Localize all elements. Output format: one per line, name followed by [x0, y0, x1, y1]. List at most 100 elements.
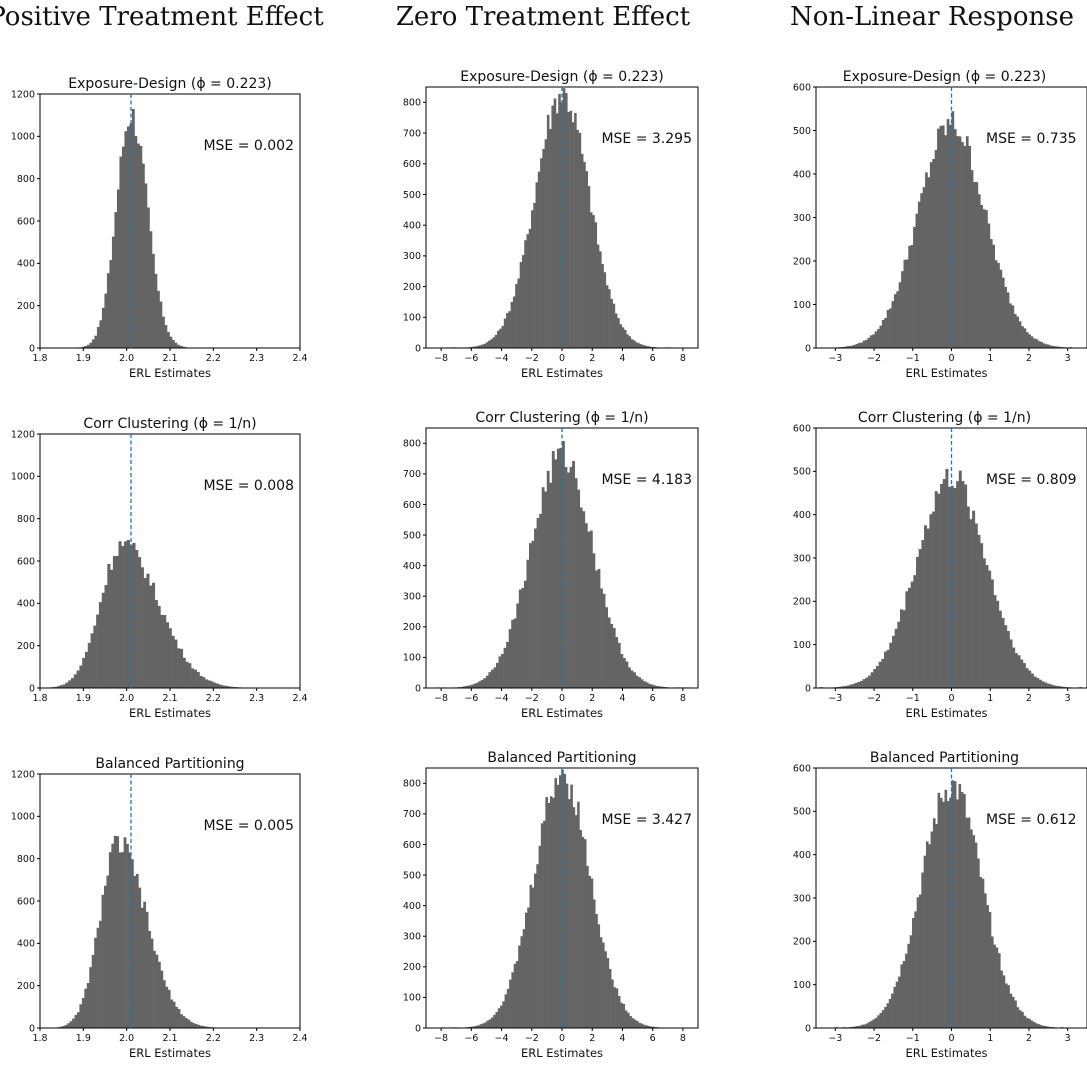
y-tick-label: 400 — [403, 220, 421, 231]
histogram-bar — [185, 1018, 188, 1028]
histogram-bar — [508, 629, 512, 688]
histogram-bar — [96, 327, 100, 348]
histogram-bar — [1022, 663, 1026, 688]
histogram-bar — [996, 600, 1000, 688]
histogram-bar — [984, 893, 987, 1028]
histogram-bar — [54, 686, 58, 688]
histogram-bar — [493, 1014, 496, 1028]
histogram-bar — [518, 945, 521, 1028]
histogram-bar — [1030, 336, 1034, 348]
x-tick-label: 2.0 — [119, 693, 134, 704]
histogram-bar — [177, 344, 180, 348]
histogram-bar — [111, 843, 115, 1028]
histogram-bar — [932, 511, 936, 688]
histogram-bar — [856, 1026, 859, 1028]
histogram-bar — [185, 661, 189, 688]
y-tick-label: 0 — [29, 683, 35, 694]
histogram-bar — [1035, 1023, 1038, 1028]
histogram-bar — [492, 337, 496, 348]
y-tick-label: 200 — [403, 282, 421, 293]
histogram-bar — [630, 670, 634, 688]
histogram-bar — [565, 92, 568, 349]
histogram-bar — [574, 478, 578, 688]
histogram-bar — [615, 637, 619, 688]
histogram-bar — [599, 937, 603, 1028]
y-tick-label: 200 — [403, 962, 421, 973]
histogram-bar — [81, 997, 85, 1028]
histogram-bar — [929, 514, 933, 688]
histogram-bar — [894, 628, 898, 688]
histogram-bar — [475, 682, 479, 688]
x-axis-label: ERL Estimates — [521, 1046, 603, 1060]
histogram-bar — [642, 345, 645, 348]
histogram-bar — [995, 947, 999, 1028]
histogram-bar — [963, 794, 966, 1028]
histogram-bar — [516, 603, 520, 688]
histogram-bar — [76, 1012, 80, 1028]
histogram-bar — [174, 342, 178, 348]
histogram-bar — [998, 610, 1002, 688]
mse-annotation: MSE = 0.008 — [203, 478, 294, 494]
histogram-bar — [1049, 684, 1053, 688]
histogram-bar — [1035, 339, 1039, 348]
histogram-bar — [1023, 328, 1027, 348]
histogram-bar — [154, 273, 158, 348]
histogram-bar — [937, 128, 940, 348]
x-tick-label: 6 — [650, 353, 656, 364]
histogram-bar — [563, 773, 567, 1028]
histogram-bar — [1040, 341, 1044, 348]
histogram-bar — [617, 318, 620, 348]
x-tick-label: 2.0 — [119, 353, 134, 364]
x-tick-label: 0 — [948, 693, 954, 704]
histogram-bar — [495, 662, 499, 688]
histogram-bar — [551, 450, 555, 688]
histogram-bar — [977, 534, 981, 688]
histogram-bar — [551, 105, 554, 348]
histogram-bar — [989, 239, 993, 348]
histogram-bar — [562, 440, 565, 688]
histogram-bar — [1046, 1026, 1050, 1028]
histogram-bar — [506, 313, 509, 348]
histogram-bar — [558, 775, 562, 1028]
histogram-panel-2-1: 0 100 200 300 400 500 600 700 800 −8 −6 −4 −2 0 2 4 6 8 Ba… — [403, 750, 699, 1060]
panel-title: Exposure-Design (ϕ = 0.223) — [68, 76, 272, 92]
histogram-bar — [109, 260, 113, 348]
histogram-bar — [574, 112, 577, 349]
histogram-bar — [101, 307, 105, 348]
x-tick-label: 2 — [1026, 1033, 1032, 1044]
y-tick-label: 800 — [17, 174, 35, 185]
histogram-bar — [877, 1015, 880, 1028]
y-tick-label: 500 — [403, 530, 421, 541]
histogram-bar — [872, 1019, 876, 1028]
histogram-bar — [478, 681, 482, 688]
histogram-bar — [617, 996, 621, 1028]
histogram-bar — [1033, 338, 1036, 348]
histogram-bar — [605, 607, 608, 688]
histogram-bar — [1036, 678, 1040, 688]
histogram-bar — [511, 619, 515, 688]
x-tick-label: −2 — [867, 693, 881, 704]
histogram-bar — [116, 189, 120, 348]
histogram-bar — [520, 936, 524, 1028]
histogram-bar — [879, 325, 883, 348]
histogram-bar — [926, 528, 930, 688]
histogram-bar — [87, 642, 91, 688]
histogram-bar — [545, 797, 548, 1028]
histogram-bar — [925, 841, 929, 1028]
y-tick-label: 0 — [415, 1023, 421, 1034]
y-tick-label: 800 — [403, 98, 421, 109]
panel-title: Exposure-Design (ϕ = 0.223) — [843, 69, 1047, 85]
histogram-bar — [205, 679, 209, 688]
histogram-bar — [533, 202, 536, 348]
histogram-bar — [915, 213, 919, 348]
y-tick-label: 100 — [403, 993, 421, 1004]
histogram-bar — [993, 595, 997, 688]
histogram-bar — [182, 657, 186, 688]
y-tick-label: 600 — [793, 82, 811, 93]
histogram-bar — [599, 251, 602, 348]
histogram-bar — [977, 194, 981, 348]
histogram-bar — [179, 345, 183, 348]
y-tick-label: 400 — [793, 510, 811, 521]
histogram-bar — [490, 669, 494, 688]
histogram-bar — [937, 493, 941, 688]
